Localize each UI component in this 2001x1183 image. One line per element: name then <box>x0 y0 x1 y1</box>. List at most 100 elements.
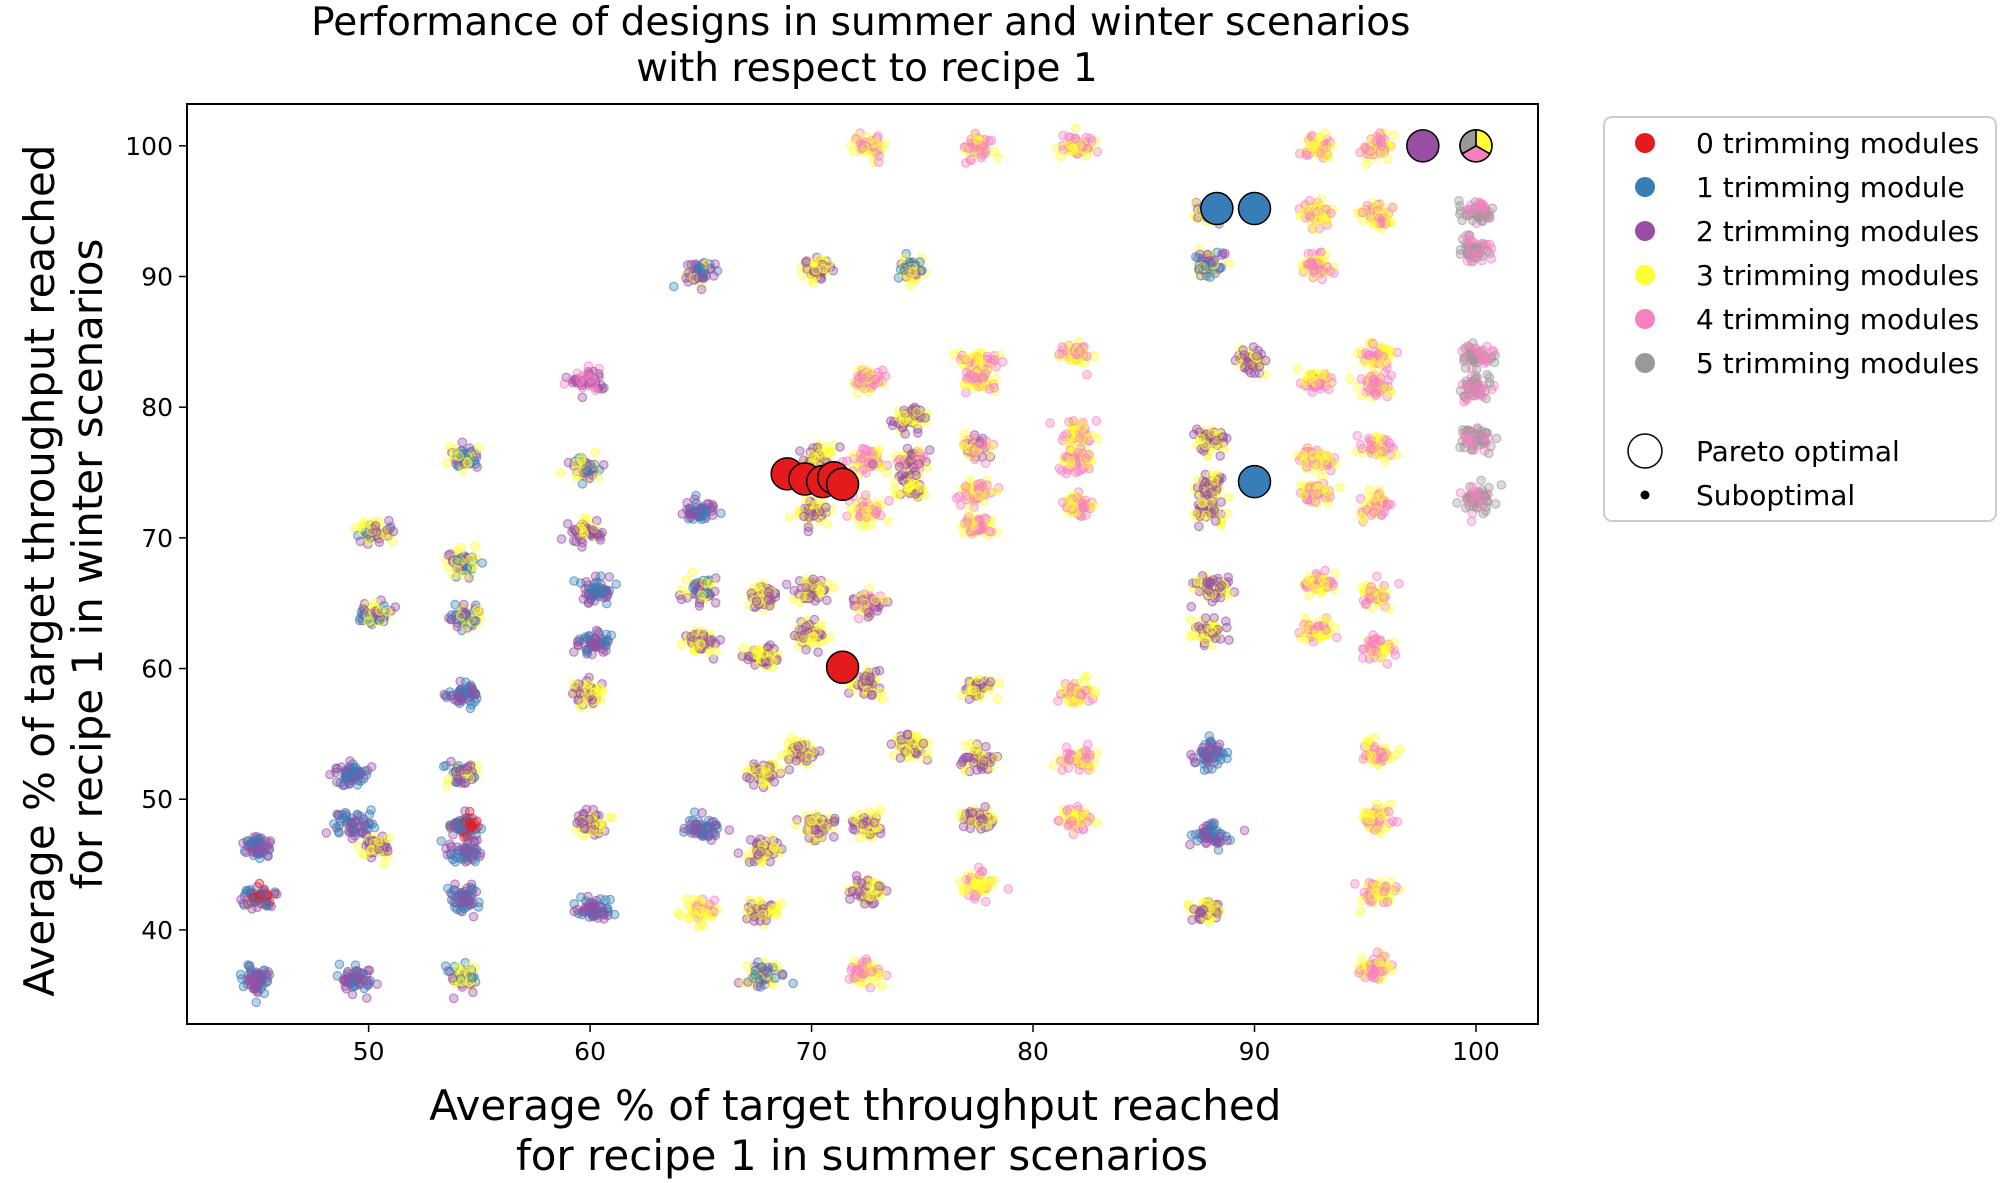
suboptimal-point <box>991 752 1001 763</box>
suboptimal-point <box>387 536 398 547</box>
suboptimal-point <box>375 606 385 616</box>
suboptimal-point <box>844 974 855 984</box>
suboptimal-point <box>468 987 478 998</box>
suboptimal-point <box>454 766 465 776</box>
suboptimal-point <box>366 762 377 772</box>
suboptimal-point <box>859 899 870 909</box>
suboptimal-point <box>1206 624 1217 635</box>
suboptimal-point <box>572 904 582 915</box>
suboptimal-point <box>676 639 686 650</box>
suboptimal-point <box>891 490 902 500</box>
suboptimal-point <box>595 535 606 545</box>
suboptimal-point <box>1082 816 1093 827</box>
suboptimal-point <box>373 836 384 847</box>
suboptimal-point <box>977 150 987 160</box>
suboptimal-point <box>1209 475 1220 485</box>
suboptimal-point <box>964 506 975 517</box>
suboptimal-point <box>1201 510 1211 520</box>
suboptimal-point <box>581 576 592 587</box>
suboptimal-point <box>1201 636 1211 647</box>
suboptimal-point <box>453 774 464 785</box>
suboptimal-point <box>259 988 270 999</box>
suboptimal-point <box>237 974 247 984</box>
suboptimal-point <box>784 512 795 522</box>
suboptimal-point <box>556 534 567 544</box>
suboptimal-point <box>716 508 726 519</box>
suboptimal-point <box>1212 759 1223 769</box>
suboptimal-point <box>790 819 801 830</box>
suboptimal-point <box>1209 612 1219 623</box>
suboptimal-point <box>474 607 485 618</box>
suboptimal-point <box>335 816 346 827</box>
chart-title: Performance of designs in summer and win… <box>311 0 1423 91</box>
suboptimal-point <box>791 755 801 766</box>
suboptimal-point <box>446 756 456 767</box>
suboptimal-point <box>694 601 705 611</box>
suboptimal-point <box>973 490 984 501</box>
suboptimal-point <box>1196 433 1206 444</box>
suboptimal-point <box>595 694 606 705</box>
suboptimal-point <box>383 833 394 843</box>
suboptimal-point <box>1190 757 1200 768</box>
suboptimal-point <box>450 599 460 610</box>
suboptimal-point <box>1216 497 1226 507</box>
suboptimal-point <box>445 687 455 697</box>
suboptimal-point <box>1316 148 1326 158</box>
suboptimal-point <box>602 910 613 921</box>
suboptimal-point <box>382 842 392 853</box>
suboptimal-point <box>363 979 373 990</box>
suboptimal-point <box>577 698 588 708</box>
suboptimal-point <box>459 570 470 581</box>
suboptimal-point <box>604 585 615 596</box>
suboptimal-point <box>872 506 882 516</box>
suboptimal-point <box>466 853 476 864</box>
suboptimal-point <box>569 679 579 689</box>
suboptimal-point <box>863 387 874 397</box>
suboptimal-point <box>1190 508 1200 519</box>
suboptimal-point <box>743 651 754 661</box>
suboptimal-point <box>382 525 392 535</box>
suboptimal-point <box>861 506 871 517</box>
suboptimal-point <box>980 458 991 469</box>
suboptimal-point <box>668 281 679 292</box>
suboptimal-point <box>1091 416 1102 426</box>
suboptimal-point <box>793 741 803 751</box>
suboptimal-point <box>1216 580 1227 591</box>
suboptimal-point <box>595 571 606 581</box>
suboptimal-point <box>733 848 744 858</box>
suboptimal-point <box>470 616 480 627</box>
suboptimal-point <box>828 831 839 842</box>
suboptimal-point <box>853 378 863 388</box>
suboptimal-point <box>808 745 818 756</box>
suboptimal-point <box>252 833 263 844</box>
suboptimal-point <box>989 382 999 393</box>
suboptimal-point <box>1222 508 1233 519</box>
suboptimal-point <box>882 516 893 526</box>
suboptimal-point <box>464 573 474 583</box>
suboptimal-point <box>867 450 878 460</box>
suboptimal-point <box>1248 342 1259 352</box>
suboptimal-point <box>970 445 980 455</box>
suboptimal-point <box>1212 748 1223 759</box>
suboptimal-point <box>759 965 770 976</box>
suboptimal-point <box>583 679 593 689</box>
suboptimal-point <box>864 891 875 901</box>
suboptimal-point <box>252 981 263 991</box>
suboptimal-point <box>1205 824 1215 834</box>
suboptimal-point <box>896 734 907 745</box>
suboptimal-point <box>601 629 612 640</box>
suboptimal-point <box>1074 346 1084 357</box>
suboptimal-point <box>918 738 929 749</box>
suboptimal-point <box>1057 342 1067 352</box>
suboptimal-point <box>1315 132 1325 143</box>
suboptimal-point <box>976 813 987 824</box>
suboptimal-point <box>806 816 816 826</box>
suboptimal-point <box>702 908 712 919</box>
suboptimal-point <box>1211 435 1222 446</box>
suboptimal-point <box>382 606 393 617</box>
suboptimal-point <box>961 491 972 501</box>
suboptimal-point <box>379 859 390 869</box>
suboptimal-point <box>974 674 984 685</box>
suboptimal-point <box>1054 816 1064 826</box>
suboptimal-point <box>677 585 687 595</box>
